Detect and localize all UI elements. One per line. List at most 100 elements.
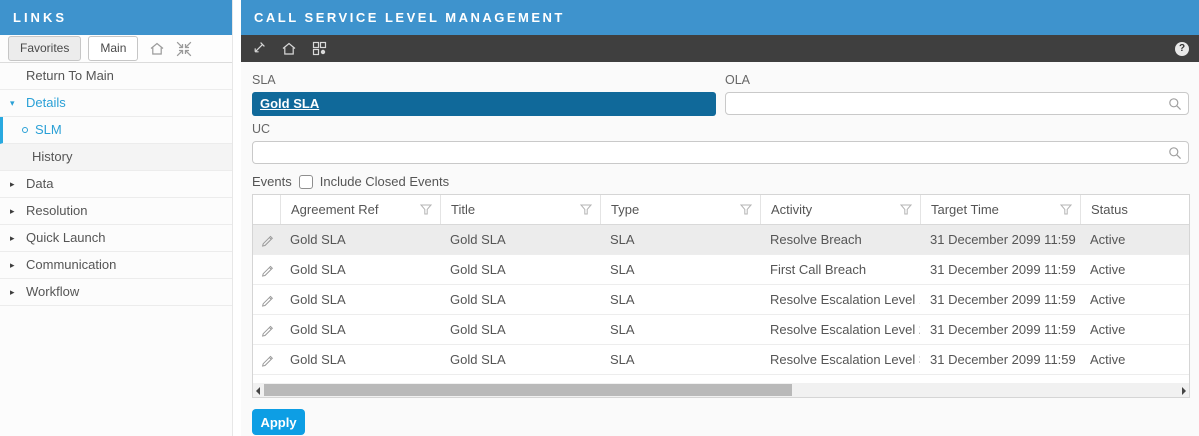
column-header-activity[interactable]: Activity	[760, 195, 920, 224]
bullet-circle-icon	[22, 127, 28, 133]
table-header-row: Agreement Ref Title Type	[253, 195, 1189, 225]
tab-main[interactable]: Main	[88, 36, 139, 61]
edit-pencil-icon[interactable]	[253, 323, 280, 337]
cell-title: Gold SLA	[450, 292, 506, 307]
sidebar-item-slm[interactable]: SLM	[0, 117, 232, 144]
cell-title: Gold SLA	[450, 262, 506, 277]
sidebar-item-label: Data	[26, 176, 54, 191]
scrollbar-thumb[interactable]	[264, 384, 792, 396]
scroll-right-icon[interactable]	[1182, 387, 1186, 395]
filter-funnel-icon[interactable]	[1060, 204, 1072, 215]
sidebar-item-history[interactable]: History	[0, 144, 232, 171]
cell-activity: First Call Breach	[770, 262, 867, 277]
sidebar-item-communication[interactable]: ▸ Communication	[0, 252, 232, 279]
cell-agreement-ref: Gold SLA	[290, 262, 346, 277]
cell-agreement-ref: Gold SLA	[290, 352, 346, 367]
pin-icon[interactable]	[251, 41, 266, 56]
sla-label: SLA	[252, 73, 276, 87]
page-title: CALL SERVICE LEVEL MANAGEMENT	[241, 0, 1199, 35]
sidebar-item-label: Return To Main	[26, 68, 114, 83]
filter-funnel-icon[interactable]	[740, 204, 752, 215]
sidebar-item-label: SLM	[35, 122, 62, 137]
content-area: SLA Gold SLA OLA UC Events	[241, 62, 1199, 435]
table-row[interactable]: Gold SLA Gold SLA SLA Resolve Escalation…	[253, 285, 1189, 315]
links-sidebar: LINKS Favorites Main Return To Main ▾ De…	[0, 0, 233, 436]
search-icon	[1169, 98, 1182, 111]
main-panel: CALL SERVICE LEVEL MANAGEMENT ? SLA	[241, 0, 1199, 436]
sidebar-item-label: Workflow	[26, 284, 80, 299]
ola-search-input[interactable]	[725, 92, 1189, 115]
edit-pencil-icon[interactable]	[253, 233, 280, 247]
cell-title: Gold SLA	[450, 322, 506, 337]
cell-type: SLA	[610, 352, 635, 367]
sidebar-item-label: Quick Launch	[26, 230, 106, 245]
cell-agreement-ref: Gold SLA	[290, 232, 346, 247]
edit-pencil-icon[interactable]	[253, 293, 280, 307]
filter-funnel-icon[interactable]	[900, 204, 912, 215]
cell-title: Gold SLA	[450, 352, 506, 367]
cell-status: Active	[1090, 292, 1126, 307]
cell-target-time: 31 December 2099 11:59 PM	[930, 322, 1080, 337]
sidebar-item-details[interactable]: ▾ Details	[0, 90, 232, 117]
sidebar-item-label: Communication	[26, 257, 117, 272]
table-row[interactable]: Gold SLA Gold SLA SLA Resolve Escalation…	[253, 345, 1189, 375]
column-header-target-time[interactable]: Target Time	[920, 195, 1080, 224]
sla-value-link[interactable]: Gold SLA	[260, 96, 320, 111]
cell-status: Active	[1090, 262, 1126, 277]
cell-type: SLA	[610, 262, 635, 277]
uc-search-input[interactable]	[252, 141, 1189, 164]
sidebar-tabbar: Favorites Main	[0, 35, 232, 63]
caret-right-icon: ▸	[10, 179, 15, 189]
cell-target-time: 31 December 2099 11:59 PM	[930, 292, 1080, 307]
sidebar-item-label: Resolution	[26, 203, 88, 218]
cell-title: Gold SLA	[450, 232, 506, 247]
sla-field[interactable]: Gold SLA	[252, 92, 716, 116]
cell-type: SLA	[610, 232, 635, 247]
include-closed-checkbox[interactable]	[298, 174, 313, 189]
caret-right-icon: ▸	[10, 206, 15, 216]
sidebar-item-data[interactable]: ▸ Data	[0, 171, 232, 198]
sidebar-item-label: History	[32, 149, 73, 164]
column-header-status[interactable]: Status	[1080, 195, 1189, 224]
events-table: Agreement Ref Title Type	[252, 194, 1190, 398]
horizontal-scrollbar[interactable]	[253, 383, 1189, 397]
table-row[interactable]: Gold SLA Gold SLA SLA Resolve Escalation…	[253, 315, 1189, 345]
edit-pencil-icon[interactable]	[253, 353, 280, 367]
cell-status: Active	[1090, 352, 1126, 367]
cell-target-time: 31 December 2099 11:59 PM	[930, 262, 1080, 277]
sidebar-title: LINKS	[0, 0, 232, 35]
table-row[interactable]: Gold SLA Gold SLA SLA Resolve Breach 31 …	[253, 225, 1189, 255]
caret-right-icon: ▸	[10, 260, 15, 270]
filter-funnel-icon[interactable]	[580, 204, 592, 215]
scroll-left-icon[interactable]	[256, 387, 260, 395]
column-header-title[interactable]: Title	[440, 195, 600, 224]
cell-activity: Resolve Escalation Level 3	[770, 352, 920, 367]
sidebar-item-return-to-main[interactable]: Return To Main	[0, 63, 232, 90]
column-header-agreement-ref[interactable]: Agreement Ref	[280, 195, 440, 224]
uc-label: UC	[252, 122, 271, 136]
column-header-type[interactable]: Type	[600, 195, 760, 224]
apps-grid-icon[interactable]	[312, 41, 327, 56]
ola-label: OLA	[725, 73, 751, 87]
home-icon[interactable]	[149, 41, 165, 57]
home-icon[interactable]	[281, 41, 297, 57]
edit-column-header	[253, 195, 280, 224]
sidebar-item-workflow[interactable]: ▸ Workflow	[0, 279, 232, 306]
cell-activity: Resolve Escalation Level 2	[770, 322, 920, 337]
caret-down-icon: ▾	[10, 98, 15, 108]
cell-target-time: 31 December 2099 11:59 PM	[930, 232, 1080, 247]
apply-button[interactable]: Apply	[252, 409, 305, 435]
sidebar-item-resolution[interactable]: ▸ Resolution	[0, 198, 232, 225]
cell-agreement-ref: Gold SLA	[290, 322, 346, 337]
filter-funnel-icon[interactable]	[420, 204, 432, 215]
sidebar-item-quick-launch[interactable]: ▸ Quick Launch	[0, 225, 232, 252]
help-icon[interactable]: ?	[1175, 41, 1189, 56]
table-row[interactable]: Gold SLA Gold SLA SLA First Call Breach …	[253, 255, 1189, 285]
collapse-icon[interactable]	[176, 41, 192, 57]
edit-pencil-icon[interactable]	[253, 263, 280, 277]
search-icon	[1169, 147, 1182, 160]
toolbar: ?	[241, 35, 1199, 62]
cell-type: SLA	[610, 292, 635, 307]
cell-type: SLA	[610, 322, 635, 337]
tab-favorites[interactable]: Favorites	[8, 36, 82, 61]
